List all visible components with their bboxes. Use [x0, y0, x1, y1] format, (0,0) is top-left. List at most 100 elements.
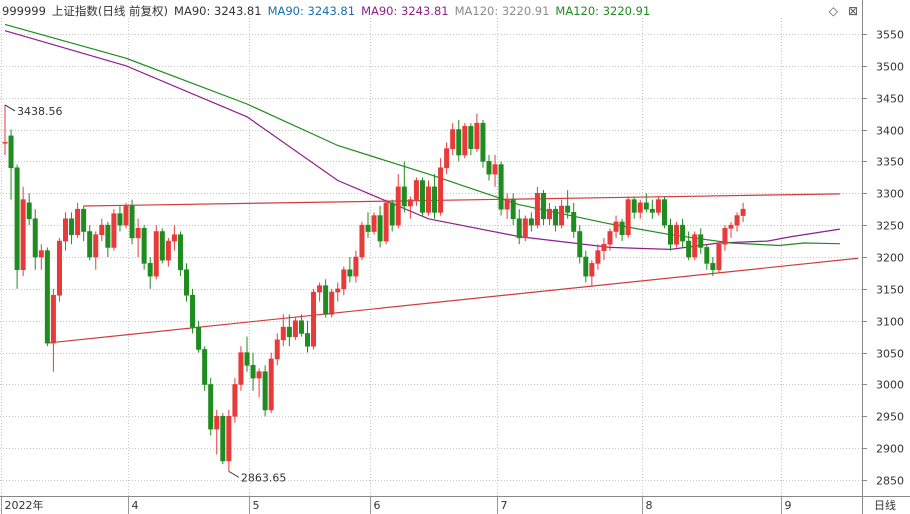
- candle: [69, 212, 75, 245]
- candle: [631, 196, 637, 219]
- candle: [208, 378, 214, 436]
- candle: [504, 193, 510, 219]
- candle-body: [413, 180, 419, 200]
- candle: [56, 237, 62, 302]
- candle: [26, 193, 32, 226]
- candle-body: [389, 202, 395, 226]
- price-annotations: 3438.56 2863.65: [4, 104, 287, 484]
- candle-body: [62, 218, 68, 242]
- candle: [625, 196, 631, 238]
- candle-body: [117, 213, 123, 226]
- candle: [692, 231, 698, 261]
- candle: [135, 218, 141, 257]
- candle-body: [220, 416, 226, 462]
- candle: [450, 123, 456, 156]
- candle-body: [262, 371, 268, 411]
- candle-body: [444, 148, 450, 169]
- candle-body: [329, 291, 335, 315]
- y-tick-label: 3000: [876, 379, 904, 392]
- candle-body: [383, 202, 389, 242]
- candle: [196, 320, 202, 353]
- candle-body: [2, 141, 8, 144]
- candle: [220, 413, 226, 465]
- candle: [226, 409, 232, 472]
- candle: [323, 279, 329, 318]
- candle: [577, 225, 583, 264]
- candle-body: [81, 208, 87, 232]
- candle: [510, 193, 516, 226]
- candle-body: [250, 365, 256, 379]
- candle-body: [335, 288, 341, 293]
- candle-body: [425, 186, 431, 213]
- candle-body: [377, 215, 383, 242]
- trendline: [47, 257, 859, 344]
- price-annotation: 2863.65: [241, 471, 287, 484]
- annotation-pointer: [228, 470, 240, 478]
- candle-body: [498, 164, 504, 210]
- ma120-line: [4, 23, 840, 247]
- candle: [619, 218, 625, 242]
- candle-body: [407, 199, 413, 207]
- grid-lines: [0, 18, 862, 496]
- candle: [359, 221, 365, 261]
- candle: [214, 409, 220, 455]
- candle: [643, 193, 649, 213]
- candle-body: [256, 371, 262, 379]
- candle-body: [680, 224, 686, 242]
- candle-body: [26, 202, 32, 220]
- candle-body: [165, 240, 171, 261]
- diamond-icon[interactable]: ◇: [828, 4, 838, 18]
- candle-body: [728, 224, 734, 229]
- candle: [637, 199, 643, 219]
- candle: [44, 247, 50, 347]
- candle: [335, 282, 341, 302]
- y-tick-label: 3250: [876, 220, 904, 233]
- candle: [311, 288, 317, 350]
- candle: [8, 129, 14, 200]
- candle-body: [32, 218, 38, 258]
- candle-body: [226, 416, 232, 462]
- candle: [686, 231, 692, 261]
- candle: [238, 346, 244, 391]
- candle: [565, 190, 571, 219]
- candle: [268, 352, 274, 414]
- candle-body: [14, 167, 20, 271]
- candle-body: [486, 161, 492, 175]
- candle: [480, 119, 486, 168]
- y-tick-label: 3550: [876, 29, 904, 42]
- candle: [202, 346, 208, 391]
- candle: [401, 161, 407, 213]
- candle-body: [171, 234, 177, 242]
- candle: [147, 257, 153, 289]
- candle: [710, 257, 716, 277]
- candle: [274, 333, 280, 366]
- candle: [583, 250, 589, 283]
- candle-body: [196, 326, 202, 350]
- candle: [20, 186, 26, 277]
- candle-body: [292, 320, 298, 337]
- candle: [413, 177, 419, 207]
- candle-body: [311, 291, 317, 347]
- candle: [341, 266, 347, 296]
- candle: [595, 244, 601, 270]
- candle: [329, 288, 335, 318]
- candle-body: [710, 263, 716, 271]
- period-label: 日线: [874, 498, 896, 512]
- candle-body: [432, 186, 438, 213]
- close-icon[interactable]: ⊠: [847, 4, 858, 18]
- candle: [75, 202, 81, 238]
- candle: [171, 225, 177, 251]
- candles: [2, 104, 746, 472]
- candle: [32, 209, 38, 270]
- candle: [153, 225, 159, 280]
- candle-body: [722, 228, 728, 245]
- candle: [522, 215, 528, 242]
- candle-body: [649, 208, 655, 213]
- candle: [674, 221, 680, 248]
- candle-body: [438, 167, 444, 213]
- candle-body: [202, 349, 208, 385]
- candle-body: [147, 263, 153, 277]
- candle: [492, 155, 498, 187]
- candle-body: [347, 269, 353, 277]
